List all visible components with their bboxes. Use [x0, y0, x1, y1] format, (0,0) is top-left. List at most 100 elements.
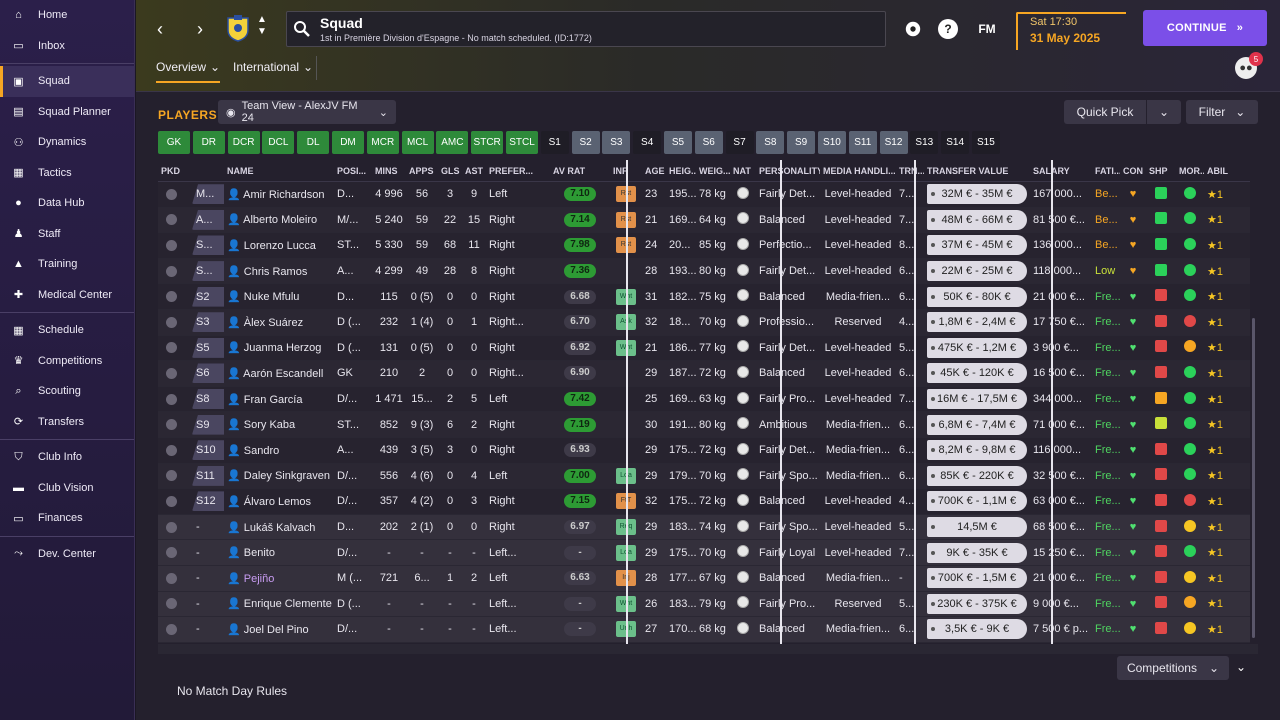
pkd-dropdown[interactable]: -⌄ — [192, 517, 224, 537]
position-button[interactable]: S2 — [571, 131, 600, 154]
pkd-dropdown[interactable]: S10⌄ — [192, 440, 224, 461]
sidebar-item-squad-planner[interactable]: ▤ Squad Planner — [0, 97, 134, 128]
sidebar-item-dynamics[interactable]: ⚇ Dynamics — [0, 127, 134, 158]
player-name[interactable]: 👤 Sandro — [224, 444, 334, 457]
player-name[interactable]: 👤 Benito — [224, 546, 334, 559]
pkd-cell[interactable]: S10⌄ — [158, 440, 224, 461]
pkd-cell[interactable]: S3⌄ — [158, 312, 224, 333]
player-name[interactable]: 👤 Pejiño — [224, 572, 334, 585]
pkd-dropdown[interactable]: S3⌄ — [192, 312, 224, 333]
column-header[interactable]: HEIG... — [669, 165, 696, 176]
column-header[interactable]: MEDIA HANDLI... — [823, 165, 896, 176]
pkd-cell[interactable]: S5⌄ — [158, 337, 224, 358]
ball-icon[interactable] — [902, 18, 924, 40]
position-button[interactable]: MCR — [366, 131, 399, 154]
competitions-dropdown[interactable]: Competitions ⌄ — [1117, 656, 1229, 680]
position-button[interactable]: DM — [331, 131, 364, 154]
player-name[interactable]: 👤 Enrique Clemente — [224, 597, 334, 610]
pkd-dropdown[interactable]: -⌄ — [192, 594, 224, 614]
pkd-cell[interactable]: S6⌄ — [158, 363, 224, 384]
collapse-icon[interactable]: ⌄ — [1236, 660, 1247, 674]
sidebar-item-schedule[interactable]: ▦ Schedule — [0, 315, 134, 346]
position-button[interactable]: S8 — [756, 131, 785, 154]
sidebar-item-competitions[interactable]: ♛ Competitions — [0, 346, 134, 377]
table-row[interactable]: -⌄👤 Joel Del PinoD/...----Left...-Unh271… — [158, 617, 1250, 643]
column-header[interactable]: AV RAT — [553, 165, 586, 176]
pkd-dropdown[interactable]: S...⌄ — [192, 261, 224, 282]
player-name[interactable]: 👤 Chris Ramos — [224, 265, 334, 278]
search-box[interactable]: Squad 1st in Première Division d'Espagne… — [286, 11, 886, 47]
team-view-dropdown[interactable]: ◉ Team View - AlexJV FM 24 ⌄ — [218, 100, 396, 124]
column-header[interactable]: CON — [1123, 165, 1143, 176]
sidebar-item-club-vision[interactable]: ▬ Club Vision — [0, 473, 134, 504]
position-button[interactable]: S7 — [725, 131, 754, 154]
position-button[interactable]: S15 — [971, 131, 1000, 154]
column-header[interactable]: PKD — [161, 165, 181, 176]
sidebar-item-tactics[interactable]: ▦ Tactics — [0, 158, 134, 189]
position-button[interactable]: S14 — [941, 131, 970, 154]
pkd-cell[interactable]: -⌄ — [158, 594, 224, 614]
sidebar-item-medical-center[interactable]: ✚ Medical Center — [0, 280, 134, 311]
scrollbar[interactable] — [1252, 318, 1255, 638]
player-name[interactable]: 👤 Alberto Moleiro — [224, 213, 334, 226]
pkd-dropdown[interactable]: -⌄ — [192, 568, 224, 588]
pkd-cell[interactable]: S8⌄ — [158, 389, 224, 410]
position-button[interactable]: S3 — [602, 131, 631, 154]
column-header[interactable]: INF — [613, 165, 628, 176]
pkd-cell[interactable]: -⌄ — [158, 619, 224, 639]
sidebar-item-data-hub[interactable]: ● Data Hub — [0, 188, 134, 219]
player-name[interactable]: 👤 Álvaro Lemos — [224, 495, 334, 508]
position-button[interactable]: S9 — [787, 131, 816, 154]
column-header[interactable]: MOR... — [1179, 165, 1204, 176]
sidebar-item-squad[interactable]: ▣ Squad — [0, 66, 134, 97]
pkd-dropdown[interactable]: S2⌄ — [192, 286, 224, 307]
player-name[interactable]: 👤 Fran García — [224, 393, 334, 406]
sidebar-item-transfers[interactable]: ⟳ Transfers — [0, 407, 134, 438]
position-button[interactable]: S10 — [817, 131, 846, 154]
column-header[interactable]: PREFER... — [489, 165, 534, 176]
position-button[interactable]: S5 — [663, 131, 692, 154]
column-header[interactable]: TRN... — [899, 165, 924, 176]
sidebar-item-scouting[interactable]: ⌕ Scouting — [0, 376, 134, 407]
player-name[interactable]: 👤 Àlex Suárez — [224, 316, 334, 329]
position-button[interactable]: S6 — [694, 131, 723, 154]
pkd-cell[interactable]: S9⌄ — [158, 414, 224, 435]
sidebar-item-dev-center[interactable]: ⤳ Dev. Center — [0, 539, 134, 570]
pkd-cell[interactable]: -⌄ — [158, 568, 224, 588]
column-header[interactable]: PERSONALITY — [759, 165, 820, 176]
sidebar-item-club-info[interactable]: ⛉ Club Info — [0, 442, 134, 473]
table-row[interactable]: S6⌄👤 Aarón EscandellGK210200Right...6.90… — [158, 361, 1250, 387]
pkd-cell[interactable]: A...⌄ — [158, 209, 224, 230]
position-button[interactable]: S11 — [848, 131, 877, 154]
column-header[interactable]: NAME — [227, 165, 254, 176]
position-button[interactable]: AMC — [436, 131, 469, 154]
pkd-dropdown[interactable]: A...⌄ — [192, 209, 224, 230]
notifications-icon[interactable]: ●● 5 — [1235, 52, 1263, 79]
pkd-dropdown[interactable]: S11⌄ — [192, 465, 224, 486]
pkd-dropdown[interactable]: S5⌄ — [192, 337, 224, 358]
position-button[interactable]: S1 — [540, 131, 569, 154]
column-header[interactable]: AST — [465, 165, 483, 176]
column-header[interactable]: NAT — [733, 165, 751, 176]
position-button[interactable]: STCL — [505, 131, 538, 154]
position-button[interactable]: MCL — [401, 131, 434, 154]
continue-button[interactable]: CONTINUE » — [1143, 10, 1267, 46]
forward-arrow-icon[interactable]: › — [197, 18, 203, 39]
pkd-dropdown[interactable]: S...⌄ — [192, 235, 224, 256]
position-button[interactable]: GK — [158, 131, 190, 154]
player-name[interactable]: 👤 Nuke Mfulu — [224, 290, 334, 303]
tab-overview[interactable]: Overview ⌄ — [156, 60, 221, 83]
column-header[interactable]: MINS — [375, 165, 398, 176]
pkd-dropdown[interactable]: -⌄ — [192, 619, 224, 639]
